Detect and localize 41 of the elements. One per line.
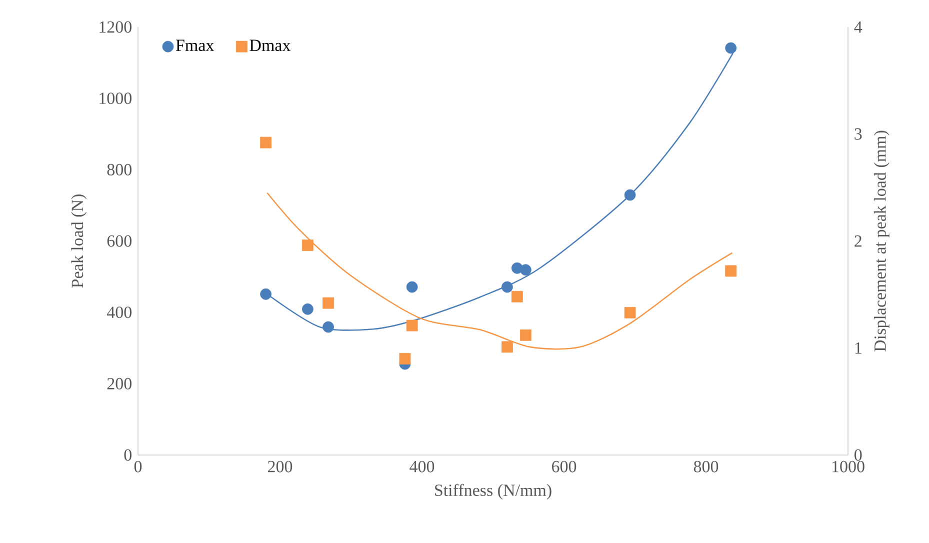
y2-tick-label: 2 (854, 235, 862, 247)
y2-tick-label: 3 (854, 128, 862, 140)
point (624, 306, 636, 318)
point (502, 281, 513, 293)
point (322, 297, 334, 309)
x-tick-label: 600 (552, 460, 576, 472)
point (511, 290, 523, 302)
point (406, 320, 418, 332)
y-tick-label: 1200 (100, 21, 132, 33)
y-tick-label: 800 (107, 164, 132, 176)
y2-tick-label: 1 (855, 342, 862, 354)
x-tick-label: 200 (268, 460, 292, 472)
point (302, 240, 314, 251)
point (322, 321, 334, 333)
point (406, 281, 418, 293)
point (520, 264, 532, 276)
y-tick-label: 600 (107, 235, 132, 247)
y2-tick-label: 4 (854, 21, 862, 33)
y-axis-title: Peak load (N) (71, 194, 87, 288)
y-tick-label: 400 (106, 306, 132, 318)
point (520, 329, 532, 341)
y-tick-label: 200 (107, 378, 132, 390)
y2-axis-title: Displacement at peak load (mm) (874, 130, 890, 352)
x-tick-label: 0 (134, 460, 142, 472)
point (399, 353, 411, 364)
y-tick-label: 1000 (100, 92, 132, 104)
x-tick-label: 400 (410, 460, 434, 472)
legend-label: Fmax (176, 40, 214, 52)
x-tick-label: 800 (694, 460, 718, 472)
point (624, 189, 636, 201)
point (302, 303, 314, 315)
point (260, 136, 272, 148)
y2-tick-label: 0 (854, 449, 862, 461)
y-tick-label: 0 (124, 449, 132, 461)
x-tick-label: 1000 (832, 460, 864, 472)
point (260, 288, 272, 300)
point (502, 341, 513, 353)
point (725, 265, 737, 277)
x-axis-title: Stiffness (N/mm) (435, 484, 552, 500)
point (725, 42, 737, 54)
legend-label: Dmax (250, 40, 291, 52)
